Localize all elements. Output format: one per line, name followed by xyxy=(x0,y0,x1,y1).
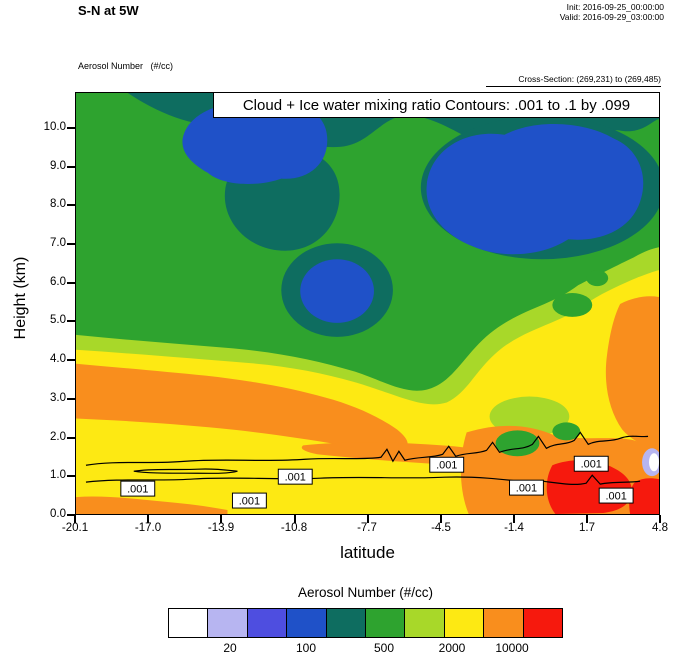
colorbar xyxy=(168,608,563,638)
y-tick-mark xyxy=(67,282,75,284)
contour-label-text: .001 xyxy=(581,459,602,471)
y-tick-label: 8.0 xyxy=(50,198,66,210)
aerosol-field-svg: .001 .001 .001 .001 .001 .001 xyxy=(76,93,659,514)
y-tick-label: 4.0 xyxy=(50,353,66,365)
y-tick-mark xyxy=(67,359,75,361)
y-axis-title: Height (km) xyxy=(12,256,29,340)
contour-label-text: .001 xyxy=(605,491,626,503)
x-tick-label: -4.5 xyxy=(431,522,451,534)
x-tick-label: -13.9 xyxy=(207,522,235,534)
contour-label-text: .001 xyxy=(516,483,537,495)
y-tick-label: 2.0 xyxy=(50,431,66,443)
x-tick-mark xyxy=(147,515,149,523)
y-tick-label: 7.0 xyxy=(50,237,66,249)
contour-label-text: .001 xyxy=(239,496,260,508)
y-tick-mark xyxy=(67,243,75,245)
fill-region-darkblue-right-blob xyxy=(426,124,644,255)
x-tick-mark xyxy=(220,515,222,523)
colorbar-cell xyxy=(208,609,248,637)
x-tick-mark xyxy=(586,515,588,523)
y-tick-mark xyxy=(67,398,75,400)
field-1-label: Aerosol Number (#/cc) xyxy=(78,61,174,71)
y-tick-label: 3.0 xyxy=(50,392,66,404)
y-tick-mark xyxy=(67,204,75,206)
contour-label-box: .001 xyxy=(277,468,313,485)
colorbar-cell xyxy=(326,609,367,637)
y-tick-label: 1.0 xyxy=(50,469,66,481)
colorbar-cell xyxy=(247,609,288,637)
cloud-ice-contour-line-upper xyxy=(85,431,649,466)
fill-region-green-inlier-1 xyxy=(552,293,593,317)
contour-label-box: .001 xyxy=(120,480,156,497)
fill-region-green-inlier-2 xyxy=(586,270,609,287)
colorbar-tick-label: 20 xyxy=(223,641,237,655)
init-time: Init: 2016-09-25_00:00:00 xyxy=(566,2,664,12)
x-tick-label: -20.1 xyxy=(61,522,89,534)
colorbar-cell xyxy=(287,609,327,637)
fill-region-darkblue-left-blob xyxy=(182,102,328,184)
y-tick-label: 0.0 xyxy=(50,508,66,520)
y-tick-label: 10.0 xyxy=(43,121,66,133)
x-tick-mark xyxy=(294,515,296,523)
contour-label-text: .001 xyxy=(285,472,306,484)
colorbar-tick-label: 10000 xyxy=(495,641,529,655)
x-tick-label: -10.8 xyxy=(280,522,308,534)
y-tick-mark xyxy=(67,127,75,129)
cross-section-coords: Cross-Section: (269,231) to (269,485) xyxy=(486,74,661,87)
x-tick-label: 1.7 xyxy=(579,522,595,534)
x-axis-title: latitude xyxy=(340,543,395,562)
colorbar-cell xyxy=(444,609,485,637)
y-tick-mark xyxy=(67,320,75,322)
x-tick-label: -1.4 xyxy=(504,522,524,534)
cloud-ice-contour-loop xyxy=(133,468,238,474)
fill-region-orange-right-column xyxy=(605,296,659,453)
run-times: Init: 2016-09-25_00:00:00 Valid: 2016-09… xyxy=(560,2,664,22)
contour-label-box: .001 xyxy=(429,456,465,473)
colorbar-tick-label: 100 xyxy=(295,641,317,655)
y-tick-mark xyxy=(67,437,75,439)
y-tick-mark xyxy=(67,514,75,516)
fill-region-orange-bottom-left xyxy=(76,496,228,514)
contour-info-box: Cloud + Ice water mixing ratio Contours:… xyxy=(213,92,660,118)
page-title: S-N at 5W xyxy=(78,3,139,18)
x-tick-mark xyxy=(74,515,76,523)
y-tick-label: 5.0 xyxy=(50,314,66,326)
contour-label-box: .001 xyxy=(598,487,634,504)
colorbar-tick-label: 2000 xyxy=(438,641,466,655)
x-tick-mark xyxy=(659,515,661,523)
y-tick-label: 6.0 xyxy=(50,276,66,288)
contour-label-text: .001 xyxy=(127,484,148,496)
fill-region-darkblue-center-blob xyxy=(300,259,374,323)
y-tick-mark xyxy=(67,166,75,168)
fill-region-orange-left-band xyxy=(76,363,408,453)
x-tick-mark xyxy=(513,515,515,523)
fill-region-red-corner xyxy=(629,478,659,514)
cloud-ice-contour-line-lower xyxy=(85,474,641,491)
x-tick-mark xyxy=(440,515,442,523)
contour-label-box: .001 xyxy=(509,479,544,496)
fill-region-white-dot xyxy=(649,453,659,472)
fill-region-green-low-patch-2 xyxy=(552,422,581,441)
x-tick-mark xyxy=(367,515,369,523)
x-tick-label: -7.7 xyxy=(357,522,377,534)
x-tick-label: -17.0 xyxy=(134,522,162,534)
colorbar-cell xyxy=(484,609,524,637)
y-tick-label: 9.0 xyxy=(50,160,66,172)
y-tick-mark xyxy=(67,475,75,477)
colorbar-cell xyxy=(169,609,209,637)
x-tick-label: 4.8 xyxy=(652,522,668,534)
contour-label-text: .001 xyxy=(436,460,457,472)
colorbar-cell xyxy=(366,609,406,637)
colorbar-cell xyxy=(523,609,563,637)
contour-label-box: .001 xyxy=(573,455,609,472)
plot-frame: .001 .001 .001 .001 .001 .001 xyxy=(75,92,660,515)
colorbar-title: Aerosol Number (#/cc) xyxy=(297,585,434,600)
valid-time: Valid: 2016-09-29_03:00:00 xyxy=(559,12,664,22)
colorbar-cell xyxy=(405,609,445,637)
colorbar-tick-label: 500 xyxy=(373,641,395,655)
contour-label-box: .001 xyxy=(231,492,267,509)
